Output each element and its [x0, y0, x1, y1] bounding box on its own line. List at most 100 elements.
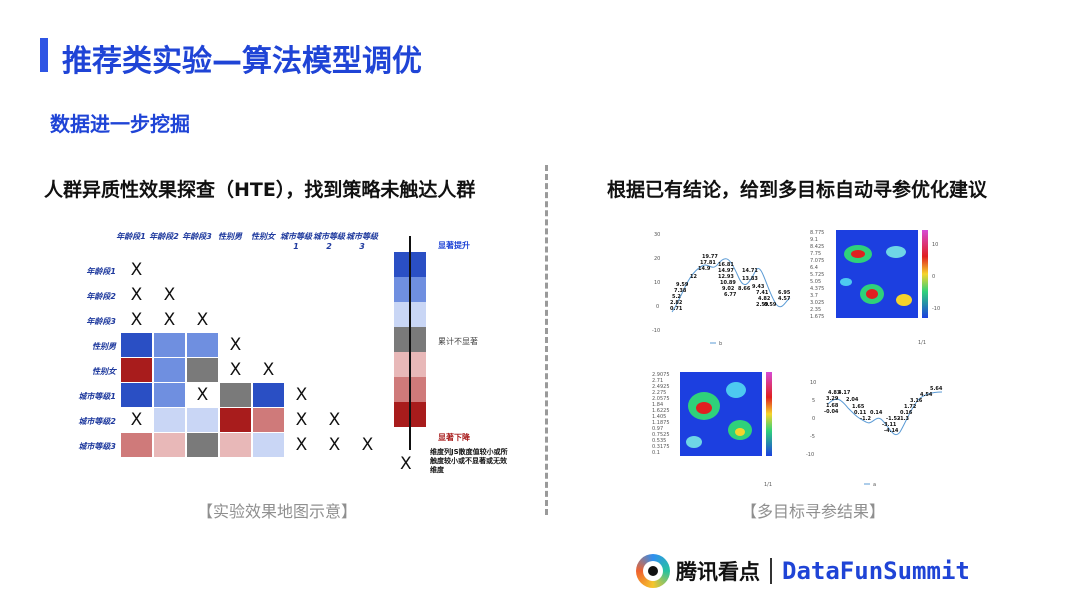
y-tick: 4.375: [810, 286, 824, 292]
data-label: 17.81: [700, 260, 716, 266]
data-label: 9.59: [676, 282, 689, 288]
y-tick: 8.775: [810, 230, 824, 236]
y-tick: -10: [652, 328, 660, 334]
effect-cell: [154, 408, 185, 432]
effect-cell: [253, 408, 284, 432]
col-header: 性别女: [251, 232, 275, 241]
line-series-b: [671, 258, 791, 313]
effect-cell: [253, 383, 284, 407]
x-mark: X: [130, 285, 143, 305]
row-header: 年龄段2: [86, 292, 116, 301]
x-mark: X: [295, 385, 308, 405]
data-label: 3.16: [910, 398, 923, 404]
y-tick: 1.675: [810, 314, 824, 320]
color-tick: -10: [932, 306, 940, 312]
data-label: 2.04: [846, 397, 859, 403]
y-tick: 1.6225: [652, 408, 670, 414]
data-label: 14.9: [698, 266, 711, 272]
effect-cell: [187, 333, 218, 357]
x-mark: X: [328, 435, 341, 455]
legend-label: 1/1: [764, 482, 772, 488]
effect-cell: [121, 433, 152, 457]
effect-cell: [121, 358, 152, 382]
data-label: 14.97: [718, 268, 734, 274]
x-mark: X: [130, 310, 143, 330]
y-tick: 3.025: [810, 300, 824, 306]
effect-legend: 显著提升 累计不显著 显著下降 X 维度列JS散度值较小或所触度较小或不显著或无…: [394, 236, 508, 486]
left-caption: 【实验效果地图示意】: [197, 502, 358, 521]
row-header: 性别女: [92, 367, 116, 376]
color-scale: [766, 372, 772, 456]
data-label: 10.89: [720, 280, 736, 286]
footer-logos: 腾讯看点 DataFunSummit: [636, 553, 970, 589]
y-tick: 0.535: [652, 438, 666, 444]
data-label: 9.02: [722, 286, 735, 292]
data-label: 0.59: [764, 302, 777, 308]
y-tick: 0.97: [652, 426, 663, 432]
effect-cell: [253, 433, 284, 457]
experiment-effect-map: 年龄段1 年龄段2 年龄段3 性别男 性别女 城市等级1 城市等级2 城市等级3…: [76, 232, 386, 472]
legend-label: a: [873, 482, 876, 488]
data-label: 8.66: [738, 286, 751, 292]
title-accent-bar: [40, 38, 48, 72]
y-tick: 9.1: [810, 237, 818, 243]
y-tick: 7.75: [810, 251, 821, 257]
left-section-heading: 人群异质性效果探查（HTE），找到策略未触达人群: [44, 179, 476, 201]
y-tick: 2.9075: [652, 372, 670, 378]
x-mark: X: [163, 310, 176, 330]
y-tick: 1.84: [652, 402, 663, 408]
data-label: 4.83: [828, 390, 841, 396]
y-tick: 30: [654, 232, 660, 238]
effect-cell: [220, 433, 251, 457]
data-label: -1.3: [898, 416, 909, 422]
data-label: 9.43: [752, 284, 765, 290]
y-tick: 2.0575: [652, 396, 670, 402]
data-label: -4.14: [884, 428, 899, 434]
col-header: 性别男: [218, 232, 242, 241]
legend-up-label: 显著提升: [438, 241, 470, 250]
row-header: 城市等级3: [78, 442, 116, 451]
brand-cn-logo: 腾讯看点: [676, 560, 760, 584]
heatmap-blob: [726, 382, 746, 398]
col-header: 城市等级1: [280, 232, 312, 251]
x-mark: X: [262, 360, 275, 380]
line-series-a: [827, 391, 943, 436]
effect-cell: [187, 433, 218, 457]
y-tick: 8.425: [810, 244, 824, 250]
legend-x-mark: X: [400, 454, 412, 474]
data-label: 5.2: [672, 294, 681, 300]
data-label: 1.65: [852, 404, 865, 410]
data-label: 12.93: [718, 274, 734, 280]
heatmap-blob: [735, 428, 745, 436]
data-label: 5.64: [930, 386, 943, 392]
data-label: 0.11: [854, 410, 867, 416]
result-chart-heatmap-2: 2.9075 2.71 2.4925 2.275 2.0575 1.84 1.6…: [652, 366, 792, 490]
data-label: 13.83: [742, 276, 758, 282]
data-label: 12: [690, 274, 697, 280]
col-header: 城市等级2: [313, 232, 345, 251]
y-tick: -10: [806, 452, 814, 458]
page-title: 推荐类实验—算法模型调优: [62, 44, 422, 79]
heatmap-blob: [896, 294, 912, 306]
effect-cell: [187, 358, 218, 382]
right-section-heading: 根据已有结论，给到多目标自动寻参优化建议: [607, 179, 988, 201]
x-mark: X: [295, 435, 308, 455]
col-header: 城市等级3: [346, 232, 378, 251]
y-tick: 0.3175: [652, 444, 670, 450]
legend-label: b: [719, 341, 722, 346]
effect-cell: [154, 383, 185, 407]
legend-neutral-label: 累计不显著: [438, 337, 478, 346]
data-label: 14.71: [742, 268, 758, 274]
effect-cell: [121, 333, 152, 357]
x-mark: X: [196, 310, 209, 330]
data-label: 19.77: [702, 254, 718, 260]
data-label: 4.57: [778, 296, 791, 302]
data-label: 0.71: [670, 306, 683, 312]
row-header: 年龄段1: [86, 267, 116, 276]
data-label: 0.14: [870, 410, 883, 416]
x-mark: X: [163, 285, 176, 305]
y-tick: 5.725: [810, 272, 824, 278]
data-label: 6.95: [778, 290, 791, 296]
y-tick: 2.71: [652, 378, 663, 384]
brand-en-logo: DataFunSummit: [782, 557, 970, 585]
